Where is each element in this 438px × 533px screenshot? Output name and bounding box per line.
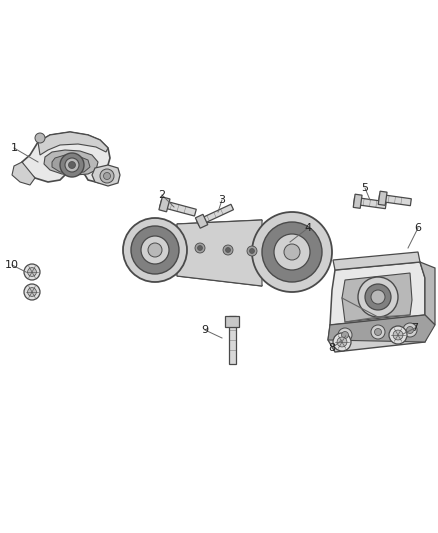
Circle shape [28, 288, 36, 296]
Circle shape [371, 290, 385, 304]
Text: 10: 10 [5, 260, 19, 270]
Polygon shape [44, 150, 98, 175]
Circle shape [24, 284, 40, 300]
Text: 7: 7 [411, 323, 419, 333]
Circle shape [338, 328, 352, 342]
Polygon shape [177, 220, 262, 238]
Circle shape [35, 133, 45, 143]
Circle shape [68, 161, 75, 168]
Circle shape [198, 246, 202, 251]
Circle shape [100, 169, 114, 183]
Circle shape [403, 323, 417, 337]
Circle shape [226, 247, 230, 253]
Polygon shape [197, 204, 233, 226]
Polygon shape [159, 197, 170, 212]
Polygon shape [333, 252, 420, 270]
Circle shape [333, 333, 351, 351]
Circle shape [247, 246, 257, 256]
Text: 2: 2 [159, 190, 166, 200]
Circle shape [374, 328, 381, 335]
Circle shape [123, 218, 187, 282]
Circle shape [60, 153, 84, 177]
Polygon shape [420, 262, 435, 325]
Circle shape [141, 236, 169, 264]
Circle shape [148, 243, 162, 257]
Polygon shape [22, 132, 112, 183]
Circle shape [358, 277, 398, 317]
Text: 1: 1 [11, 143, 18, 153]
Polygon shape [379, 195, 411, 206]
Circle shape [342, 332, 349, 338]
Circle shape [250, 248, 254, 254]
Polygon shape [177, 220, 262, 286]
Circle shape [223, 245, 233, 255]
Polygon shape [229, 316, 236, 364]
Polygon shape [225, 316, 239, 327]
Circle shape [371, 325, 385, 339]
Circle shape [252, 212, 332, 292]
Circle shape [195, 243, 205, 253]
Circle shape [337, 337, 347, 347]
Polygon shape [38, 132, 108, 155]
Polygon shape [378, 191, 387, 205]
Polygon shape [195, 214, 208, 228]
Circle shape [131, 226, 179, 274]
Polygon shape [353, 197, 386, 209]
Polygon shape [330, 262, 425, 325]
Circle shape [103, 173, 110, 180]
Polygon shape [12, 162, 35, 185]
Polygon shape [342, 273, 412, 322]
Circle shape [389, 326, 407, 344]
Polygon shape [92, 165, 120, 186]
Text: 3: 3 [219, 195, 226, 205]
Circle shape [24, 264, 40, 280]
Polygon shape [353, 194, 362, 208]
Polygon shape [177, 262, 262, 286]
Text: 5: 5 [361, 183, 368, 193]
Circle shape [406, 327, 413, 334]
Polygon shape [160, 200, 196, 216]
Text: 9: 9 [201, 325, 208, 335]
Circle shape [274, 234, 310, 270]
Circle shape [28, 268, 36, 277]
Polygon shape [328, 315, 435, 342]
Text: 8: 8 [328, 343, 336, 353]
Circle shape [262, 222, 322, 282]
Circle shape [65, 158, 79, 172]
Circle shape [393, 330, 403, 340]
Text: 6: 6 [414, 223, 421, 233]
Polygon shape [52, 155, 90, 173]
Text: 4: 4 [304, 223, 311, 233]
Circle shape [365, 284, 391, 310]
Circle shape [284, 244, 300, 260]
Polygon shape [328, 315, 430, 352]
